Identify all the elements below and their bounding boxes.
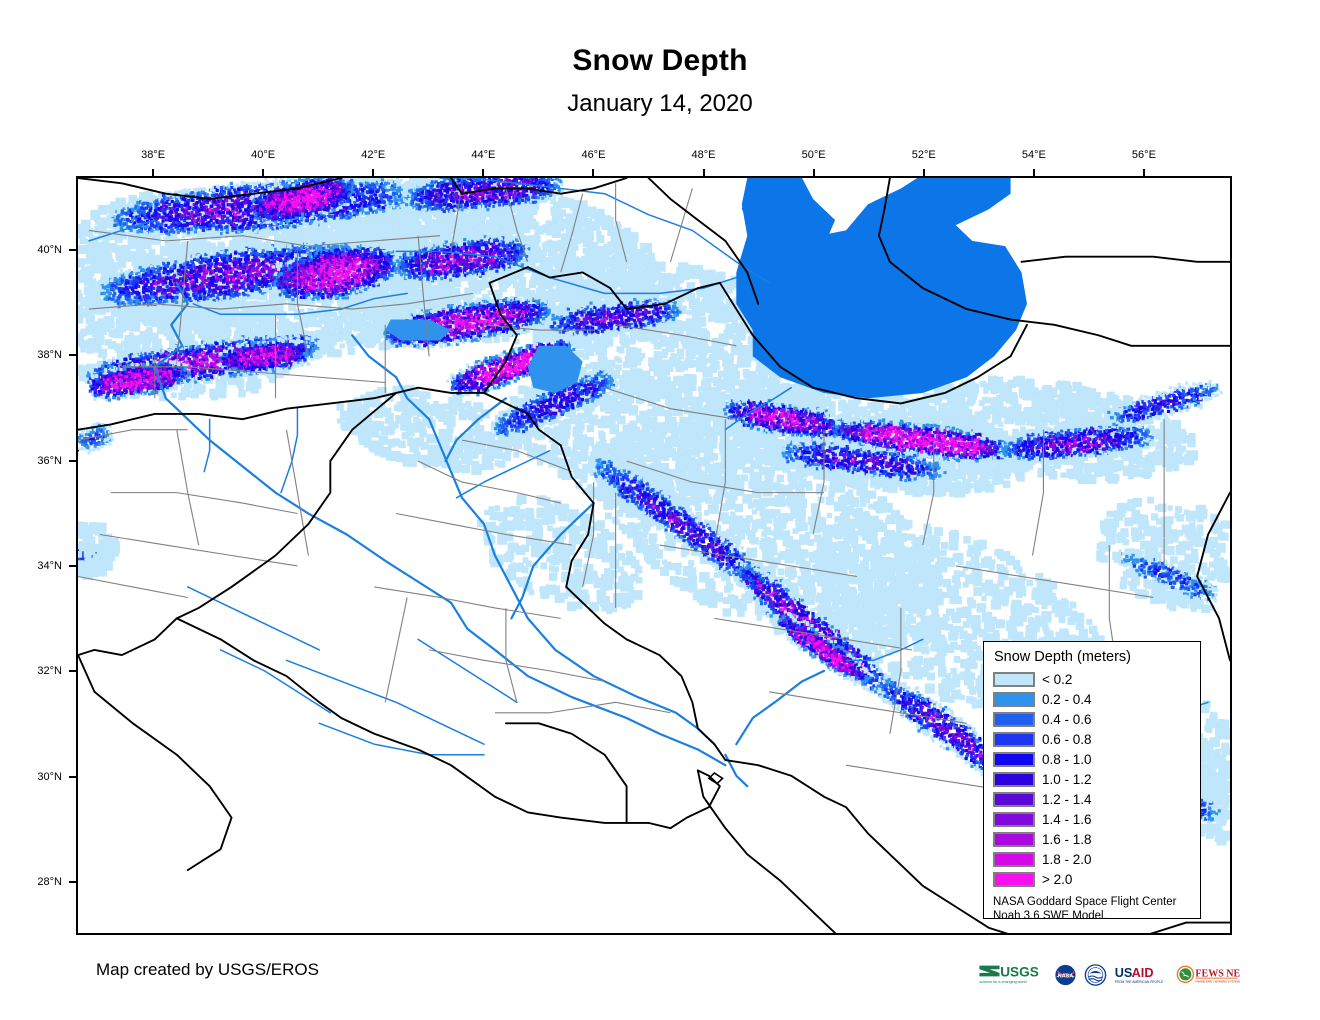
latitude-tick-label: 36°N — [18, 455, 62, 467]
longitude-tick-label: 54°E — [1022, 149, 1046, 161]
longitude-tick-label: 48°E — [692, 149, 716, 161]
longitude-tick-label: 38°E — [141, 149, 165, 161]
latitude-tick — [69, 775, 76, 778]
page-subtitle: January 14, 2020 — [0, 90, 1320, 118]
latitude-tick-label: 34°N — [18, 560, 62, 572]
legend-swatch — [993, 832, 1035, 847]
longitude-tick — [262, 169, 265, 176]
longitude-tick-label: 52°E — [912, 149, 936, 161]
legend-label: 1.0 - 1.2 — [1042, 773, 1092, 787]
legend-swatch — [993, 732, 1035, 747]
legend-label: 0.2 - 0.4 — [1042, 693, 1092, 707]
legend-source-line-1: NASA Goddard Space Flight Center — [993, 895, 1191, 909]
latitude-tick-label: 32°N — [18, 665, 62, 677]
latitude-tick — [69, 459, 76, 462]
legend-source: NASA Goddard Space Flight Center Noah 3.… — [993, 895, 1191, 924]
usgs-logo: USGS science for a changing world — [979, 964, 1039, 984]
longitude-tick — [1142, 169, 1145, 176]
longitude-tick-label: 56°E — [1132, 149, 1156, 161]
latitude-tick — [69, 248, 76, 251]
admin-boundaries-layer — [78, 183, 1187, 798]
snow-depth-layer — [78, 178, 1230, 857]
map-credit: Map created by USGS/EROS — [96, 960, 319, 980]
legend-swatch — [993, 852, 1035, 867]
legend-label: 1.2 - 1.4 — [1042, 793, 1092, 807]
longitude-tick — [482, 169, 485, 176]
legend-entries: < 0.2 0.2 - 0.4 0.4 - 0.6 0.6 - 0.8 0.8 - 1.… — [993, 670, 1191, 889]
legend-row[interactable]: > 2.0 — [993, 870, 1191, 889]
country-borders-layer — [78, 178, 1230, 933]
legend-row[interactable]: 0.6 - 0.8 — [993, 730, 1191, 749]
nasa-logo: NASA — [1055, 964, 1076, 986]
legend-row[interactable]: < 0.2 — [993, 670, 1191, 689]
legend-label: < 0.2 — [1042, 673, 1072, 687]
rivers-layer — [88, 178, 1209, 788]
longitude-tick — [372, 169, 375, 176]
page-title: Snow Depth — [0, 44, 1320, 78]
legend-label: 1.4 - 1.6 — [1042, 813, 1092, 827]
legend-swatch — [993, 872, 1035, 887]
legend-swatch — [993, 752, 1035, 767]
longitude-tick-label: 44°E — [471, 149, 495, 161]
longitude-tick — [592, 169, 595, 176]
longitude-tick — [152, 169, 155, 176]
legend-row[interactable]: 1.8 - 2.0 — [993, 850, 1191, 869]
legend-label: 0.6 - 0.8 — [1042, 733, 1092, 747]
latitude-tick — [69, 881, 76, 884]
water-bodies-layer — [385, 178, 1028, 399]
fewsnet-logo: FEWS NET FAMINE EARLY WARNING SYSTEMS NE… — [1176, 965, 1240, 983]
agency-logos: USGS science for a changing world NASA U… — [978, 957, 1240, 993]
legend-row[interactable]: 1.2 - 1.4 — [993, 790, 1191, 809]
legend-panel[interactable]: Snow Depth (meters) < 0.2 0.2 - 0.4 0.4 - … — [983, 641, 1201, 922]
legend-source-line-2: Noah 3.6 SWE Model. — [993, 909, 1191, 923]
latitude-tick — [69, 565, 76, 568]
longitude-tick-label: 40°E — [251, 149, 275, 161]
legend-swatch — [993, 692, 1035, 707]
legend-swatch — [993, 672, 1035, 687]
longitude-tick-label: 50°E — [802, 149, 826, 161]
longitude-tick — [1032, 169, 1035, 176]
legend-row[interactable]: 1.0 - 1.2 — [993, 770, 1191, 789]
latitude-tick-label: 28°N — [18, 876, 62, 888]
latitude-tick-label: 40°N — [18, 244, 62, 256]
legend-row[interactable]: 0.4 - 0.6 — [993, 710, 1191, 729]
legend-swatch — [993, 792, 1035, 807]
legend-row[interactable]: 1.6 - 1.8 — [993, 830, 1191, 849]
legend-swatch — [993, 712, 1035, 727]
longitude-tick — [812, 169, 815, 176]
longitude-tick — [922, 169, 925, 176]
latitude-tick-label: 38°N — [18, 349, 62, 361]
legend-row[interactable]: 1.4 - 1.6 — [993, 810, 1191, 829]
legend-swatch — [993, 812, 1035, 827]
longitude-tick-label: 46°E — [581, 149, 605, 161]
latitude-tick — [69, 354, 76, 357]
longitude-tick — [702, 169, 705, 176]
legend-label: 0.4 - 0.6 — [1042, 713, 1092, 727]
longitude-tick-label: 42°E — [361, 149, 385, 161]
legend-row[interactable]: 0.8 - 1.0 — [993, 750, 1191, 769]
noaa-logo — [1084, 964, 1107, 986]
legend-label: 0.8 - 1.0 — [1042, 753, 1092, 767]
legend-row[interactable]: 0.2 - 0.4 — [993, 690, 1191, 709]
legend-label: 1.8 - 2.0 — [1042, 853, 1092, 867]
latitude-tick-label: 30°N — [18, 771, 62, 783]
legend-label: > 2.0 — [1042, 873, 1072, 887]
usaid-logo: US AID FROM THE AMERICAN PEOPLE — [1114, 966, 1163, 984]
legend-label: 1.6 - 1.8 — [1042, 833, 1092, 847]
legend-title: Snow Depth (meters) — [994, 649, 1191, 665]
latitude-tick — [69, 670, 76, 673]
legend-swatch — [993, 772, 1035, 787]
